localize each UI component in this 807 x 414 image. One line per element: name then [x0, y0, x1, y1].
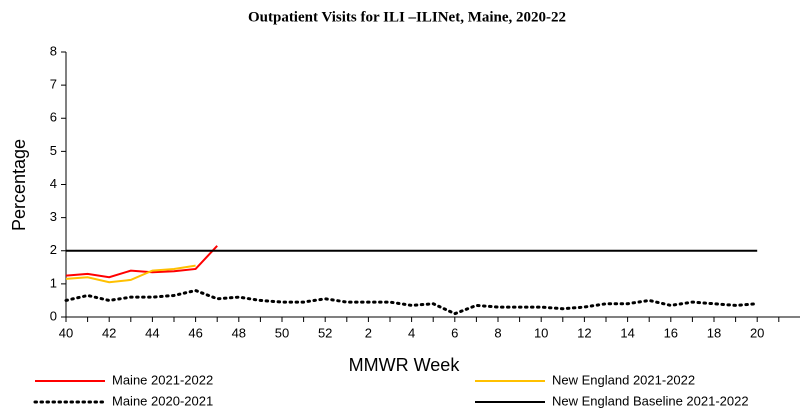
x-tick-label: 44	[145, 325, 159, 340]
series-line	[65, 245, 218, 279]
y-axis-label: Percentage	[9, 139, 29, 231]
x-tick-label: 4	[408, 325, 415, 340]
x-tick-label: 20	[750, 325, 764, 340]
x-tick-label: 6	[451, 325, 458, 340]
x-tick-label: 48	[232, 325, 246, 340]
x-tick-label: 8	[494, 325, 501, 340]
y-tick-label: 7	[50, 77, 57, 92]
y-tick-label: 6	[50, 110, 57, 125]
x-tick-label: 52	[318, 325, 332, 340]
legend-label: Maine 2020-2021	[112, 393, 213, 408]
x-tick-label: 12	[577, 325, 591, 340]
x-tick-label: 14	[620, 325, 634, 340]
legend-label: New England 2021-2022	[552, 372, 695, 387]
y-tick-label: 0	[50, 308, 57, 323]
y-tick-label: 4	[50, 176, 57, 191]
chart-title: Outpatient Visits for ILI –ILINet, Maine…	[248, 9, 566, 25]
y-tick-label: 8	[50, 43, 57, 58]
x-tick-label: 10	[534, 325, 548, 340]
y-tick-label: 3	[50, 209, 57, 224]
y-tick-label: 2	[50, 242, 57, 257]
x-tick-label: 2	[365, 325, 372, 340]
series-line	[65, 264, 196, 284]
y-tick-label: 5	[50, 143, 57, 158]
x-tick-label: 46	[188, 325, 202, 340]
x-tick-label: 18	[707, 325, 721, 340]
x-axis-label: MMWR Week	[349, 355, 461, 375]
series-line	[64, 288, 759, 316]
y-tick-label: 1	[50, 275, 57, 290]
x-tick-label: 16	[664, 325, 678, 340]
legend-label: Maine 2021-2022	[112, 372, 213, 387]
x-tick-label: 50	[275, 325, 289, 340]
x-tick-label: 40	[59, 325, 73, 340]
legend-label: New England Baseline 2021-2022	[552, 393, 749, 408]
x-tick-label: 42	[102, 325, 116, 340]
